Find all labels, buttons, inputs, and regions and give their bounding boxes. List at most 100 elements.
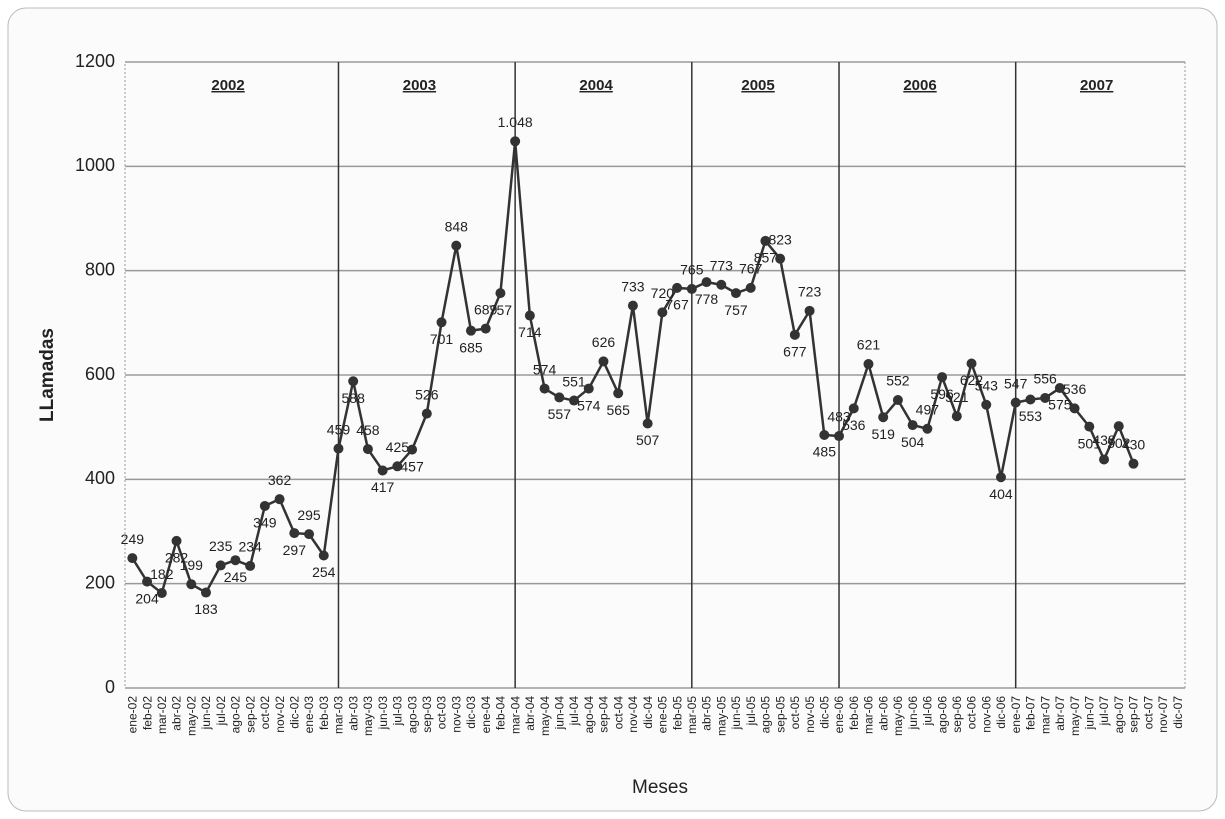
data-label: 714 [518, 324, 542, 340]
x-tick-label: ene-04 [479, 696, 493, 734]
x-tick-label: mar-03 [332, 696, 346, 734]
point [627, 300, 638, 311]
x-tick-label: sep-04 [597, 696, 611, 733]
x-tick-label: dic-04 [641, 696, 655, 729]
y-tick-label: 800 [85, 259, 115, 279]
point [1040, 392, 1051, 403]
y-tick-label: 1200 [75, 51, 115, 71]
point [951, 411, 962, 422]
x-tick-label: feb-07 [1024, 696, 1038, 730]
data-label: 723 [798, 284, 822, 300]
x-tick-label: mar-05 [685, 696, 699, 734]
x-tick-label: dic-06 [994, 696, 1008, 729]
x-tick-label: nov-05 [803, 696, 817, 733]
point [892, 395, 903, 406]
point [701, 277, 712, 288]
data-label: 556 [1033, 371, 1057, 387]
x-tick-label: abr-04 [523, 696, 537, 731]
point [789, 329, 800, 340]
x-tick-label: abr-06 [876, 696, 890, 731]
data-label: 596 [930, 386, 954, 402]
point [613, 388, 624, 399]
point [1128, 458, 1139, 469]
x-tick-label: jun-06 [906, 696, 920, 731]
data-label: 757 [724, 302, 748, 318]
point [421, 408, 432, 419]
year-label: 2003 [403, 77, 436, 94]
x-tick-label: jun-03 [376, 696, 390, 731]
x-tick-label: oct-04 [611, 696, 625, 730]
data-label: 526 [415, 386, 439, 402]
point [922, 423, 933, 434]
x-tick-label: sep-06 [950, 696, 964, 733]
x-tick-label: dic-02 [287, 696, 301, 729]
point [1025, 394, 1036, 405]
point [539, 383, 550, 394]
point [436, 317, 447, 328]
point [333, 443, 344, 454]
point [362, 444, 373, 455]
point [569, 395, 580, 406]
point [156, 588, 167, 599]
point [171, 535, 182, 546]
x-tick-label: ene-03 [302, 696, 316, 734]
x-tick-label: abr-03 [346, 696, 360, 731]
x-tick-label: ene-05 [656, 696, 670, 734]
data-label: 701 [430, 331, 454, 347]
point [348, 376, 359, 387]
data-label: 565 [607, 402, 631, 418]
x-tick-label: may-06 [891, 696, 905, 736]
x-tick-label: jun-05 [729, 696, 743, 731]
x-tick-label: abr-02 [170, 696, 184, 731]
point [377, 465, 388, 476]
x-tick-label: jun-02 [199, 696, 213, 731]
point [686, 283, 697, 294]
x-tick-label: may-03 [361, 696, 375, 736]
point [1113, 421, 1124, 432]
data-label: 235 [209, 538, 233, 554]
x-tick-label: feb-04 [494, 696, 508, 730]
x-tick-label: mar-02 [155, 696, 169, 734]
x-tick-label: nov-07 [1156, 696, 1170, 733]
x-tick-label: sep-07 [1127, 696, 1141, 733]
point [598, 356, 609, 367]
y-tick-label: 400 [85, 468, 115, 488]
data-label: 733 [621, 278, 645, 294]
point [995, 472, 1006, 483]
data-label: 1.048 [498, 114, 533, 130]
data-label: 507 [636, 432, 660, 448]
y-tick-label: 0 [105, 677, 115, 697]
point [524, 310, 535, 321]
data-label: 501 [1078, 435, 1102, 451]
x-tick-label: oct-03 [435, 696, 449, 730]
y-tick-label: 600 [85, 364, 115, 384]
x-tick-label: may-04 [538, 696, 552, 736]
point [259, 500, 270, 511]
data-label: 249 [121, 531, 145, 547]
data-label: 773 [710, 257, 734, 273]
point [289, 528, 300, 539]
data-label: 362 [268, 472, 292, 488]
data-label: 622 [960, 372, 984, 388]
data-label: 574 [533, 361, 557, 377]
data-label: 765 [680, 262, 704, 278]
x-tick-label: nov-02 [273, 696, 287, 733]
x-tick-label: ene-07 [1009, 696, 1023, 734]
data-label: 182 [150, 566, 174, 582]
point [1054, 383, 1065, 394]
point [937, 372, 948, 383]
x-tick-label: ago-04 [582, 696, 596, 734]
point [672, 282, 683, 293]
point [1010, 397, 1021, 408]
data-label: 183 [194, 601, 218, 617]
data-label: 483 [827, 409, 851, 425]
point [583, 383, 594, 394]
data-label: 626 [592, 334, 616, 350]
data-label: 204 [135, 590, 159, 606]
data-label: 254 [312, 564, 336, 580]
point [775, 253, 786, 264]
point [1084, 421, 1095, 432]
y-axis-label: LLamadas [37, 328, 58, 422]
data-label: 685 [459, 339, 483, 355]
data-label: 553 [1019, 408, 1043, 424]
